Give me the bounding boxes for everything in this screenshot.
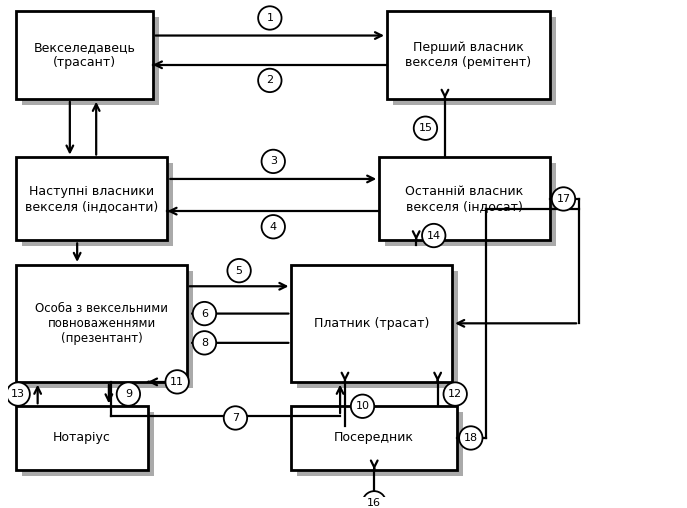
FancyBboxPatch shape xyxy=(393,17,556,105)
FancyBboxPatch shape xyxy=(291,265,452,382)
FancyArrowPatch shape xyxy=(149,378,157,385)
Text: 15: 15 xyxy=(418,123,432,133)
Circle shape xyxy=(363,491,386,508)
Text: 12: 12 xyxy=(448,389,462,399)
Text: 4: 4 xyxy=(270,222,277,232)
FancyArrowPatch shape xyxy=(341,373,348,381)
FancyArrowPatch shape xyxy=(434,373,441,381)
Text: 16: 16 xyxy=(368,498,381,508)
FancyArrowPatch shape xyxy=(168,208,177,214)
Circle shape xyxy=(351,395,374,418)
Text: 7: 7 xyxy=(232,413,239,423)
FancyBboxPatch shape xyxy=(16,406,148,470)
FancyArrowPatch shape xyxy=(442,90,449,98)
FancyBboxPatch shape xyxy=(16,265,187,382)
FancyBboxPatch shape xyxy=(22,271,193,388)
FancyArrowPatch shape xyxy=(192,339,289,346)
Circle shape xyxy=(258,69,282,92)
Text: 18: 18 xyxy=(464,433,478,443)
FancyArrowPatch shape xyxy=(74,243,80,260)
Circle shape xyxy=(193,302,216,325)
FancyBboxPatch shape xyxy=(22,17,159,105)
Text: 6: 6 xyxy=(201,308,208,319)
Text: Останній власник
векселя (індосат): Останній власник векселя (індосат) xyxy=(405,185,523,213)
FancyArrowPatch shape xyxy=(458,320,576,327)
Text: 1: 1 xyxy=(267,13,273,23)
Circle shape xyxy=(552,187,575,211)
Circle shape xyxy=(422,224,445,247)
FancyBboxPatch shape xyxy=(297,271,458,388)
Text: 10: 10 xyxy=(356,401,370,411)
Text: 14: 14 xyxy=(427,231,441,240)
FancyBboxPatch shape xyxy=(385,164,556,246)
Circle shape xyxy=(262,215,285,238)
FancyBboxPatch shape xyxy=(22,412,154,475)
Text: Наступні власники
векселя (індосанти): Наступні власники векселя (індосанти) xyxy=(25,185,159,213)
FancyBboxPatch shape xyxy=(297,412,463,475)
Text: Особа з вексельними
повноваженнями
(презентант): Особа з вексельними повноваженнями (през… xyxy=(35,302,168,345)
Text: 8: 8 xyxy=(201,338,208,348)
FancyArrowPatch shape xyxy=(192,310,289,317)
Text: Перший власник
векселя (ремітент): Перший власник векселя (ремітент) xyxy=(405,41,532,69)
Text: 9: 9 xyxy=(125,389,132,399)
FancyArrowPatch shape xyxy=(93,104,100,155)
Text: 17: 17 xyxy=(556,194,571,204)
FancyArrowPatch shape xyxy=(106,385,112,401)
Text: Нотаріус: Нотаріус xyxy=(53,431,111,444)
Text: Посередник: Посередник xyxy=(335,431,414,444)
Circle shape xyxy=(6,383,30,406)
FancyArrowPatch shape xyxy=(154,61,162,68)
Circle shape xyxy=(262,150,285,173)
FancyArrowPatch shape xyxy=(190,283,286,290)
Circle shape xyxy=(444,383,467,406)
Circle shape xyxy=(224,406,247,430)
FancyBboxPatch shape xyxy=(387,11,550,99)
FancyArrowPatch shape xyxy=(34,387,41,403)
Text: 2: 2 xyxy=(267,75,273,85)
FancyBboxPatch shape xyxy=(291,406,457,470)
Circle shape xyxy=(459,426,482,450)
FancyArrowPatch shape xyxy=(155,32,382,39)
FancyBboxPatch shape xyxy=(16,157,168,240)
FancyArrowPatch shape xyxy=(170,176,374,182)
Text: 13: 13 xyxy=(11,389,25,399)
Circle shape xyxy=(258,6,282,29)
Text: 11: 11 xyxy=(170,377,184,387)
Circle shape xyxy=(227,259,251,282)
Circle shape xyxy=(166,370,189,394)
FancyArrowPatch shape xyxy=(413,231,420,240)
FancyArrowPatch shape xyxy=(67,102,74,152)
FancyArrowPatch shape xyxy=(371,461,378,469)
Text: 3: 3 xyxy=(270,156,277,167)
Circle shape xyxy=(414,116,437,140)
Text: Векселедавець
(трасант): Векселедавець (трасант) xyxy=(34,41,135,69)
Text: 5: 5 xyxy=(236,266,243,276)
FancyBboxPatch shape xyxy=(379,157,550,240)
FancyArrowPatch shape xyxy=(337,387,344,413)
Circle shape xyxy=(117,383,140,406)
Text: Платник (трасат): Платник (трасат) xyxy=(314,317,429,330)
FancyBboxPatch shape xyxy=(22,164,173,246)
FancyBboxPatch shape xyxy=(16,11,153,99)
Circle shape xyxy=(193,331,216,355)
